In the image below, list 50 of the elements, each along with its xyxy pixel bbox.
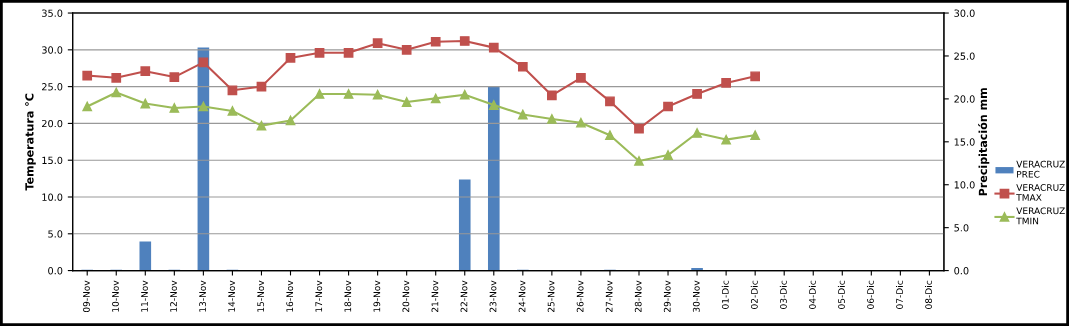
y2-axis-title: Precipitación mm: [978, 88, 990, 196]
y-axis-title: Temperatura °C: [25, 93, 36, 191]
x-tick-label: 17-Nov: [315, 280, 323, 312]
x-tick-label: 05-Dic: [837, 280, 845, 309]
x-tick-label: 02-Dic: [750, 280, 758, 309]
y-tick-label: 0.0: [48, 267, 63, 275]
y-tick-label: 10.0: [42, 193, 63, 201]
x-tick-label: 12-Nov: [170, 280, 177, 312]
x-tick-label: 07-Dic: [896, 280, 903, 309]
x-tick-label: 22-Nov: [460, 280, 468, 313]
x-tick-label: 01-Dic: [721, 280, 729, 309]
y-tick-label: 35.0: [42, 9, 63, 17]
y2-tick-label: 15.0: [954, 138, 975, 146]
x-tick-label: 03-Dic: [779, 280, 787, 309]
x-tick-label: 26-Nov: [576, 280, 584, 313]
y-tick-label: 15.0: [42, 156, 63, 165]
y-tick-label: 30.0: [42, 46, 63, 54]
y2-tick-label: 0.0: [954, 267, 969, 275]
y2-tick-label: 20.0: [954, 95, 975, 103]
x-tick-label: 28-Nov: [634, 280, 642, 313]
legend-label: VERACRUZ TMIN: [1016, 207, 1065, 225]
x-tick-label: 29-Nov: [663, 280, 671, 313]
y-tick-label: 20.0: [42, 119, 63, 128]
x-tick-label: 13-Nov: [199, 280, 206, 312]
x-tick-label: 04-Dic: [808, 280, 816, 309]
x-tick-label: 23-Nov: [489, 280, 497, 313]
y2-tick-label: 30.0: [954, 9, 975, 17]
x-tick-label: 21-Nov: [431, 280, 439, 313]
x-tick-label: 25-Nov: [547, 280, 555, 313]
y2-tick-label: 10.0: [954, 181, 975, 189]
y2-tick-label: 5.0: [954, 224, 969, 232]
x-tick-label: 27-Nov: [605, 280, 613, 313]
legend-label: VERACRUZ TMAX: [1016, 184, 1065, 201]
x-tick-label: 16-Nov: [286, 280, 294, 312]
x-tick-label: 08-Dic: [925, 280, 933, 309]
x-tick-label: 18-Nov: [344, 280, 352, 312]
x-tick-label: 10-Nov: [112, 280, 119, 312]
x-tick-label: 06-Dic: [866, 280, 874, 309]
y-tick-label: 25.0: [42, 83, 63, 91]
y2-tick-label: 25.0: [954, 52, 975, 60]
x-tick-label: 24-Nov: [518, 280, 526, 313]
x-tick-label: 14-Nov: [228, 280, 236, 312]
x-tick-label: 11-Nov: [141, 280, 148, 312]
x-tick-label: 20-Nov: [402, 280, 410, 313]
y-tick-label: 5.0: [48, 230, 63, 238]
legend-label: VERACRUZ PREC: [1016, 160, 1065, 178]
x-tick-label: 09-Nov: [83, 280, 90, 313]
x-tick-label: 30-Nov: [692, 280, 700, 312]
x-tick-label: 15-Nov: [257, 280, 265, 312]
x-tick-label: 19-Nov: [373, 280, 381, 312]
